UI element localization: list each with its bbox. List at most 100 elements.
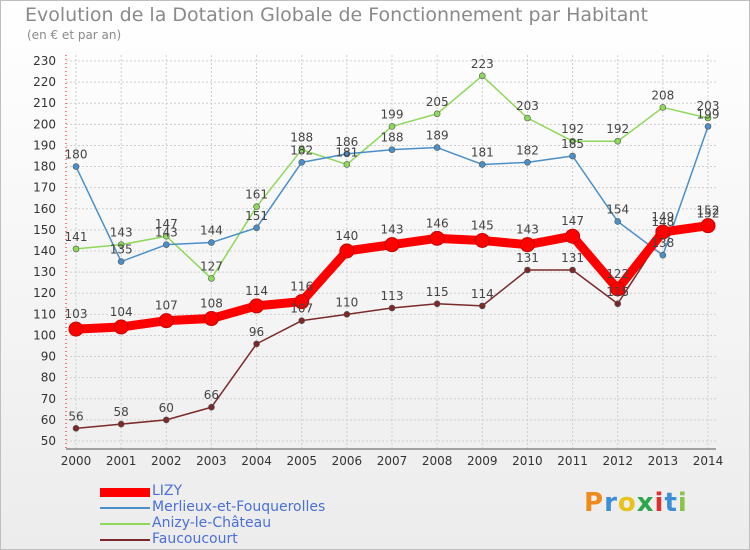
x-tick-label: 2011	[557, 454, 588, 468]
line-chart: 50 60 70 80 90 100 110 120 130 140 150 160 170 180 190…	[33, 54, 724, 468]
data-label-lizy: 108	[200, 297, 223, 311]
x-tick-label: 2005	[286, 454, 317, 468]
y-tick-label: 130	[33, 265, 56, 279]
data-point-anizy-le-ch-teau	[208, 275, 215, 282]
data-point-lizy	[339, 243, 355, 259]
data-label-anizy-le-ch-teau: 208	[651, 88, 674, 102]
data-label-faucoucourt: 58	[114, 405, 129, 419]
y-tick-label: 200	[33, 117, 56, 131]
data-point-lizy	[203, 311, 219, 327]
data-point-merlieux-et-fouquerolles	[72, 163, 80, 170]
logo-letter: i	[677, 488, 688, 518]
logo-letter: x	[636, 488, 655, 518]
data-label-anizy-le-ch-teau: 147	[155, 217, 178, 231]
y-tick-label: 220	[33, 75, 56, 89]
data-label-faucoucourt: 152	[697, 207, 720, 221]
data-label-merlieux-et-fouquerolles: 189	[426, 129, 449, 143]
data-point-lizy	[249, 298, 265, 314]
data-point-merlieux-et-fouquerolles	[524, 159, 531, 166]
x-tick-label: 2008	[422, 454, 453, 468]
data-label-faucoucourt: 66	[204, 388, 219, 402]
data-label-anizy-le-ch-teau: 141	[65, 230, 88, 244]
data-label-lizy: 116	[290, 280, 313, 294]
x-tick-label: 2014	[693, 454, 724, 468]
data-point-lizy	[519, 237, 535, 253]
x-tick-label: 2007	[377, 454, 408, 468]
logo-letter: t	[664, 488, 678, 518]
data-point-merlieux-et-fouquerolles	[704, 123, 712, 130]
data-label-faucoucourt: 114	[471, 287, 494, 301]
y-tick-label: 160	[33, 202, 56, 216]
data-label-lizy: 104	[110, 305, 133, 319]
data-point-merlieux-et-fouquerolles	[433, 144, 441, 151]
data-point-faucoucourt	[298, 317, 306, 324]
data-label-lizy: 143	[516, 223, 539, 237]
data-label-merlieux-et-fouquerolles: 182	[516, 143, 539, 157]
data-label-faucoucourt: 131	[516, 251, 539, 265]
data-label-anizy-le-ch-teau: 199	[381, 107, 404, 121]
data-label-anizy-le-ch-teau: 192	[561, 122, 584, 136]
data-point-faucoucourt	[433, 300, 441, 308]
y-tick-label: 90	[41, 350, 56, 364]
data-label-merlieux-et-fouquerolles: 185	[561, 137, 584, 151]
data-label-merlieux-et-fouquerolles: 143	[155, 226, 178, 240]
data-label-anizy-le-ch-teau: 192	[606, 122, 629, 136]
data-label-faucoucourt: 115	[426, 285, 449, 299]
y-tick-label: 80	[41, 371, 56, 385]
data-label-lizy: 152	[697, 204, 720, 218]
data-label-merlieux-et-fouquerolles: 186	[335, 135, 358, 149]
proxiti-logo: Proxiti	[584, 488, 688, 518]
data-point-lizy	[113, 319, 129, 335]
data-point-faucoucourt	[524, 266, 531, 274]
y-tick-label: 60	[41, 413, 56, 427]
y-tick-label: 190	[33, 138, 56, 152]
y-tick-label: 210	[33, 96, 56, 110]
y-tick-label: 110	[33, 307, 56, 321]
data-point-lizy	[655, 224, 671, 240]
y-tick-label: 70	[41, 392, 56, 406]
data-point-merlieux-et-fouquerolles	[208, 239, 215, 246]
data-point-anizy-le-ch-teau	[478, 72, 486, 80]
y-tick-label: 170	[33, 181, 56, 195]
data-label-anizy-le-ch-teau: 223	[471, 57, 494, 71]
data-label-lizy: 140	[335, 229, 358, 243]
data-point-merlieux-et-fouquerolles	[659, 251, 667, 259]
data-point-lizy	[700, 218, 716, 234]
data-point-anizy-le-ch-teau	[524, 114, 531, 122]
data-point-faucoucourt	[478, 302, 486, 310]
x-tick-label: 2004	[241, 454, 272, 468]
data-point-anizy-le-ch-teau	[117, 241, 125, 248]
data-point-anizy-le-ch-teau	[614, 137, 622, 145]
data-label-anizy-le-ch-teau: 181	[335, 145, 358, 159]
data-label-anizy-le-ch-teau: 203	[516, 99, 539, 113]
logo-letter: r	[604, 488, 618, 518]
data-point-lizy	[158, 313, 174, 329]
data-point-anizy-le-ch-teau	[343, 161, 351, 168]
data-point-faucoucourt	[72, 425, 80, 432]
data-point-lizy	[294, 294, 310, 310]
data-label-lizy: 114	[245, 284, 268, 298]
legend-label: Merlieux-et-Fouquerolles	[152, 499, 326, 515]
data-point-lizy	[68, 321, 84, 337]
data-label-anizy-le-ch-teau: 127	[200, 259, 223, 273]
data-label-merlieux-et-fouquerolles: 199	[697, 107, 720, 121]
data-label-lizy: 145	[471, 218, 494, 232]
legend-label: Faucoucourt	[152, 531, 238, 547]
data-label-merlieux-et-fouquerolles: 181	[471, 145, 494, 159]
data-label-faucoucourt: 56	[68, 409, 83, 423]
data-label-lizy: 122	[606, 267, 629, 281]
data-point-merlieux-et-fouquerolles	[117, 258, 125, 265]
data-label-lizy: 103	[65, 307, 88, 321]
data-label-anizy-le-ch-teau: 161	[245, 188, 268, 202]
data-point-faucoucourt	[569, 266, 576, 274]
x-tick-label: 2001	[106, 454, 137, 468]
data-label-anizy-le-ch-teau: 188	[290, 131, 313, 145]
y-tick-label: 120	[33, 286, 56, 300]
data-label-merlieux-et-fouquerolles: 138	[651, 236, 674, 250]
logo-letter: o	[617, 488, 637, 518]
legend-label: Anizy-le-Château	[152, 515, 272, 531]
data-label-lizy: 107	[155, 299, 178, 313]
data-label-anizy-le-ch-teau: 143	[110, 226, 133, 240]
data-point-merlieux-et-fouquerolles	[343, 150, 351, 158]
data-label-merlieux-et-fouquerolles: 188	[381, 131, 404, 145]
